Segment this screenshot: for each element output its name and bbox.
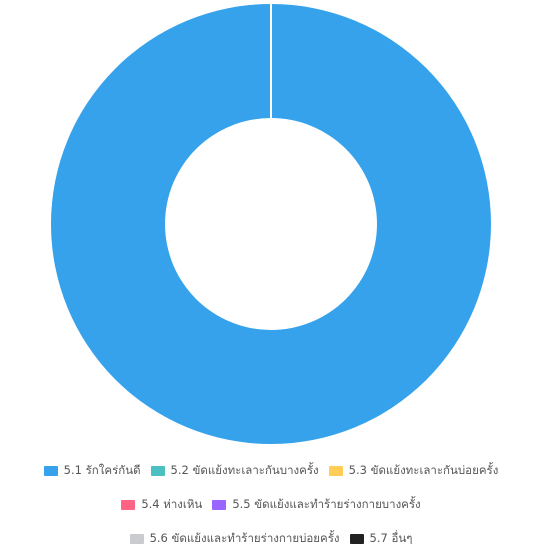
legend-label: 5.2 ขัดแย้งทะเลาะกันบางครั้ง [170,463,319,477]
legend-item[interactable]: 5.1 รักใคร่กันดี [43,462,141,480]
legend-label: 5.4 ห่างเหิน [141,497,203,511]
legend-swatch [121,500,136,510]
legend-swatch [150,466,165,476]
legend-label: 5.3 ขัดแย้งทะเลาะกันบ่อยครั้ง [348,463,499,477]
legend-row-3: 5.6 ขัดแย้งและทำร้ายร่างกายบ่อยครั้ง 5.7 … [0,530,542,548]
legend-label: 5.1 รักใคร่กันดี [63,463,141,477]
legend-label: 5.7 อื่นๆ [369,531,413,545]
legend-item[interactable]: 5.6 ขัดแย้งและทำร้ายร่างกายบ่อยครั้ง [129,530,340,548]
legend-swatch [43,466,58,476]
legend-swatch [129,534,144,544]
donut-slice[interactable] [50,4,492,444]
legend-item[interactable]: 5.5 ขัดแย้งและทำร้ายร่างกายบางครั้ง [212,496,421,514]
legend-row-1: 5.1 รักใคร่กันดี 5.2 ขัดแย้งทะเลาะกันบางค… [0,462,542,480]
donut-slices [50,4,492,444]
legend-row-2: 5.4 ห่างเหิน 5.5 ขัดแย้งและทำร้ายร่างกายบ… [0,496,542,514]
legend-swatch [328,466,343,476]
legend-item[interactable]: 5.2 ขัดแย้งทะเลาะกันบางครั้ง [150,462,319,480]
legend-swatch [349,534,364,544]
legend-item[interactable]: 5.4 ห่างเหิน [121,496,202,514]
legend-item[interactable]: 5.3 ขัดแย้งทะเลาะกันบ่อยครั้ง [328,462,499,480]
legend-item[interactable]: 5.7 อื่นๆ [349,530,413,548]
legend-label: 5.5 ขัดแย้งและทำร้ายร่างกายบางครั้ง [232,497,421,511]
legend-label: 5.6 ขัดแย้งและทำร้ายร่างกายบ่อยครั้ง [149,531,340,545]
legend-swatch [212,500,227,510]
